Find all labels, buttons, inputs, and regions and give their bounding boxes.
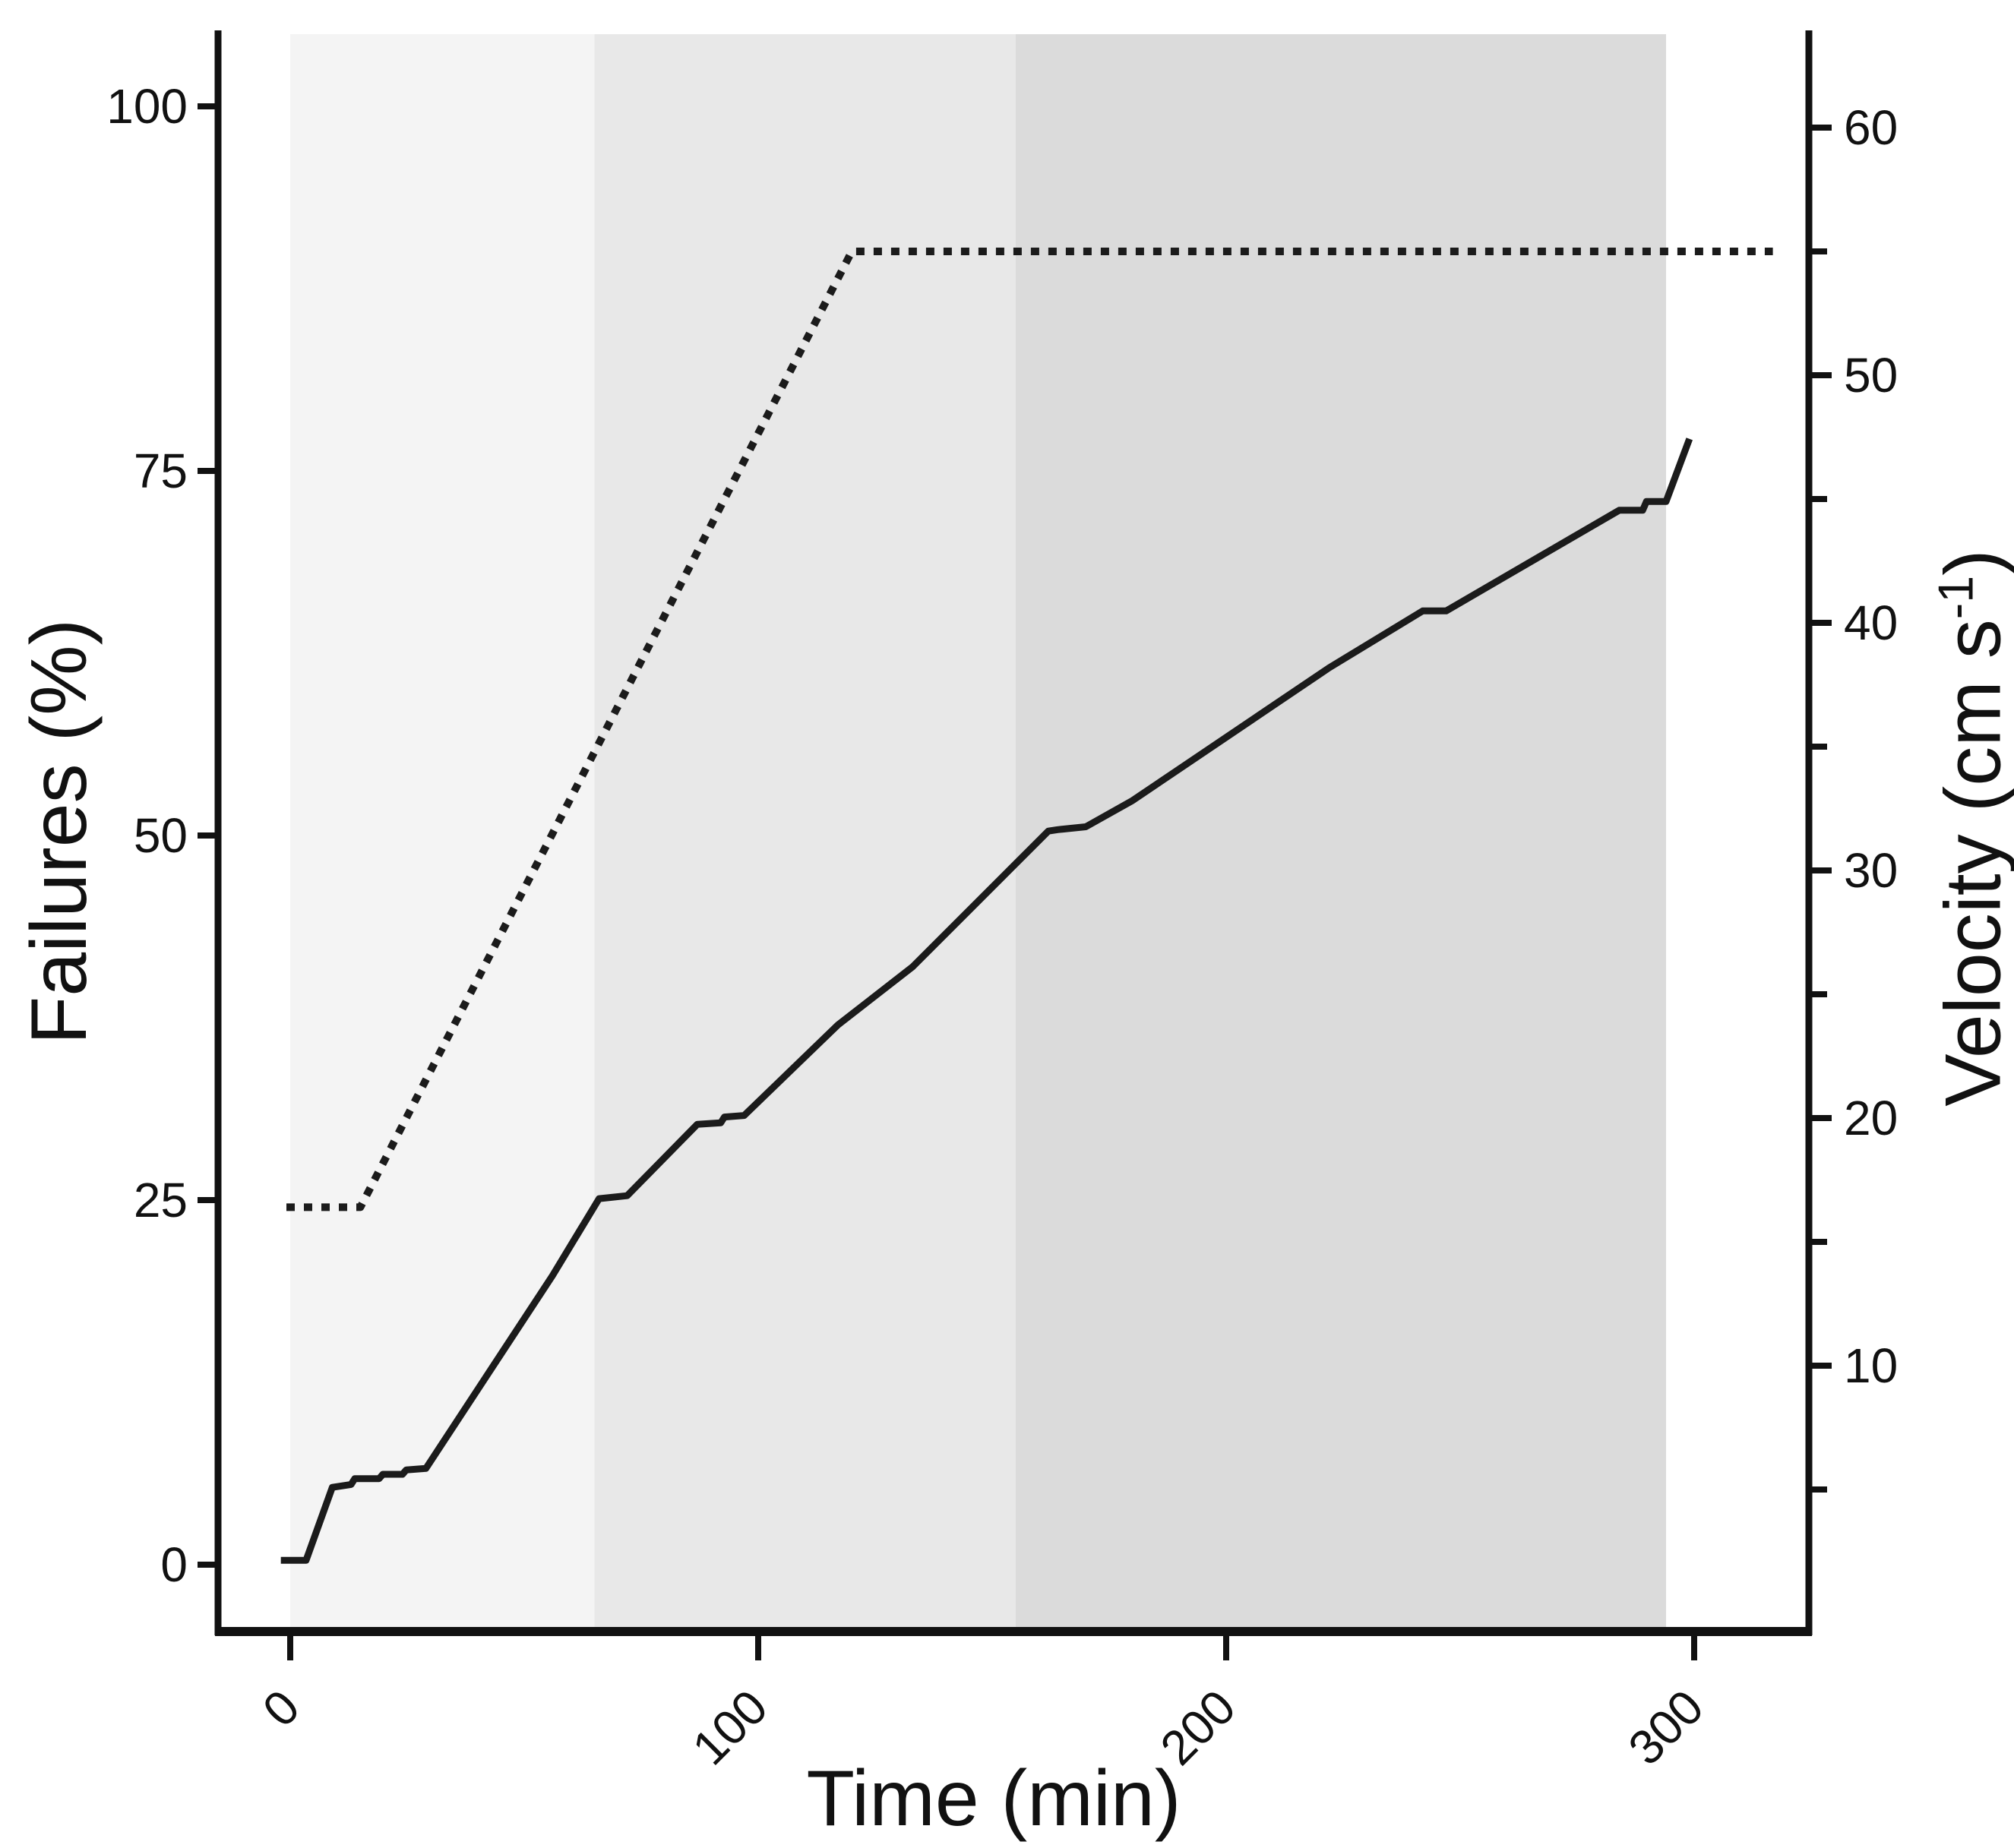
shaded-band bbox=[1015, 34, 1667, 1632]
left-tick-label: 75 bbox=[134, 444, 188, 498]
right-tick-label: 40 bbox=[1844, 595, 1898, 650]
right-tick-label: 50 bbox=[1844, 348, 1898, 403]
left-tick-label: 50 bbox=[134, 808, 188, 863]
right-axis-title: Velocity (cm s-1) bbox=[1928, 549, 2014, 1107]
x-tick-label: 300 bbox=[1617, 1679, 1713, 1775]
right-axis-title-superscript: -1 bbox=[1928, 575, 1984, 620]
x-tick-label: 0 bbox=[252, 1679, 310, 1737]
right-tick-label: 10 bbox=[1844, 1338, 1898, 1393]
left-tick-label: 100 bbox=[106, 79, 188, 134]
left-tick-label: 25 bbox=[134, 1173, 188, 1227]
shaded-band bbox=[594, 34, 1016, 1632]
right-tick-label: 20 bbox=[1844, 1091, 1898, 1145]
x-tick-label: 100 bbox=[681, 1679, 777, 1775]
right-tick-label: 60 bbox=[1844, 100, 1898, 155]
shaded-band bbox=[290, 34, 595, 1632]
x-axis-title: Time (min) bbox=[806, 1755, 1181, 1843]
right-axis-title-main: Velocity (cm s bbox=[1929, 619, 2014, 1107]
left-tick-label: 0 bbox=[160, 1537, 188, 1592]
failures-line bbox=[280, 438, 1693, 1564]
velocity-line bbox=[286, 248, 1773, 1211]
left-axis-title: Failures (%) bbox=[15, 618, 103, 1045]
right-axis-title-close: ) bbox=[1929, 549, 2014, 576]
right-tick-label: 30 bbox=[1844, 843, 1898, 898]
